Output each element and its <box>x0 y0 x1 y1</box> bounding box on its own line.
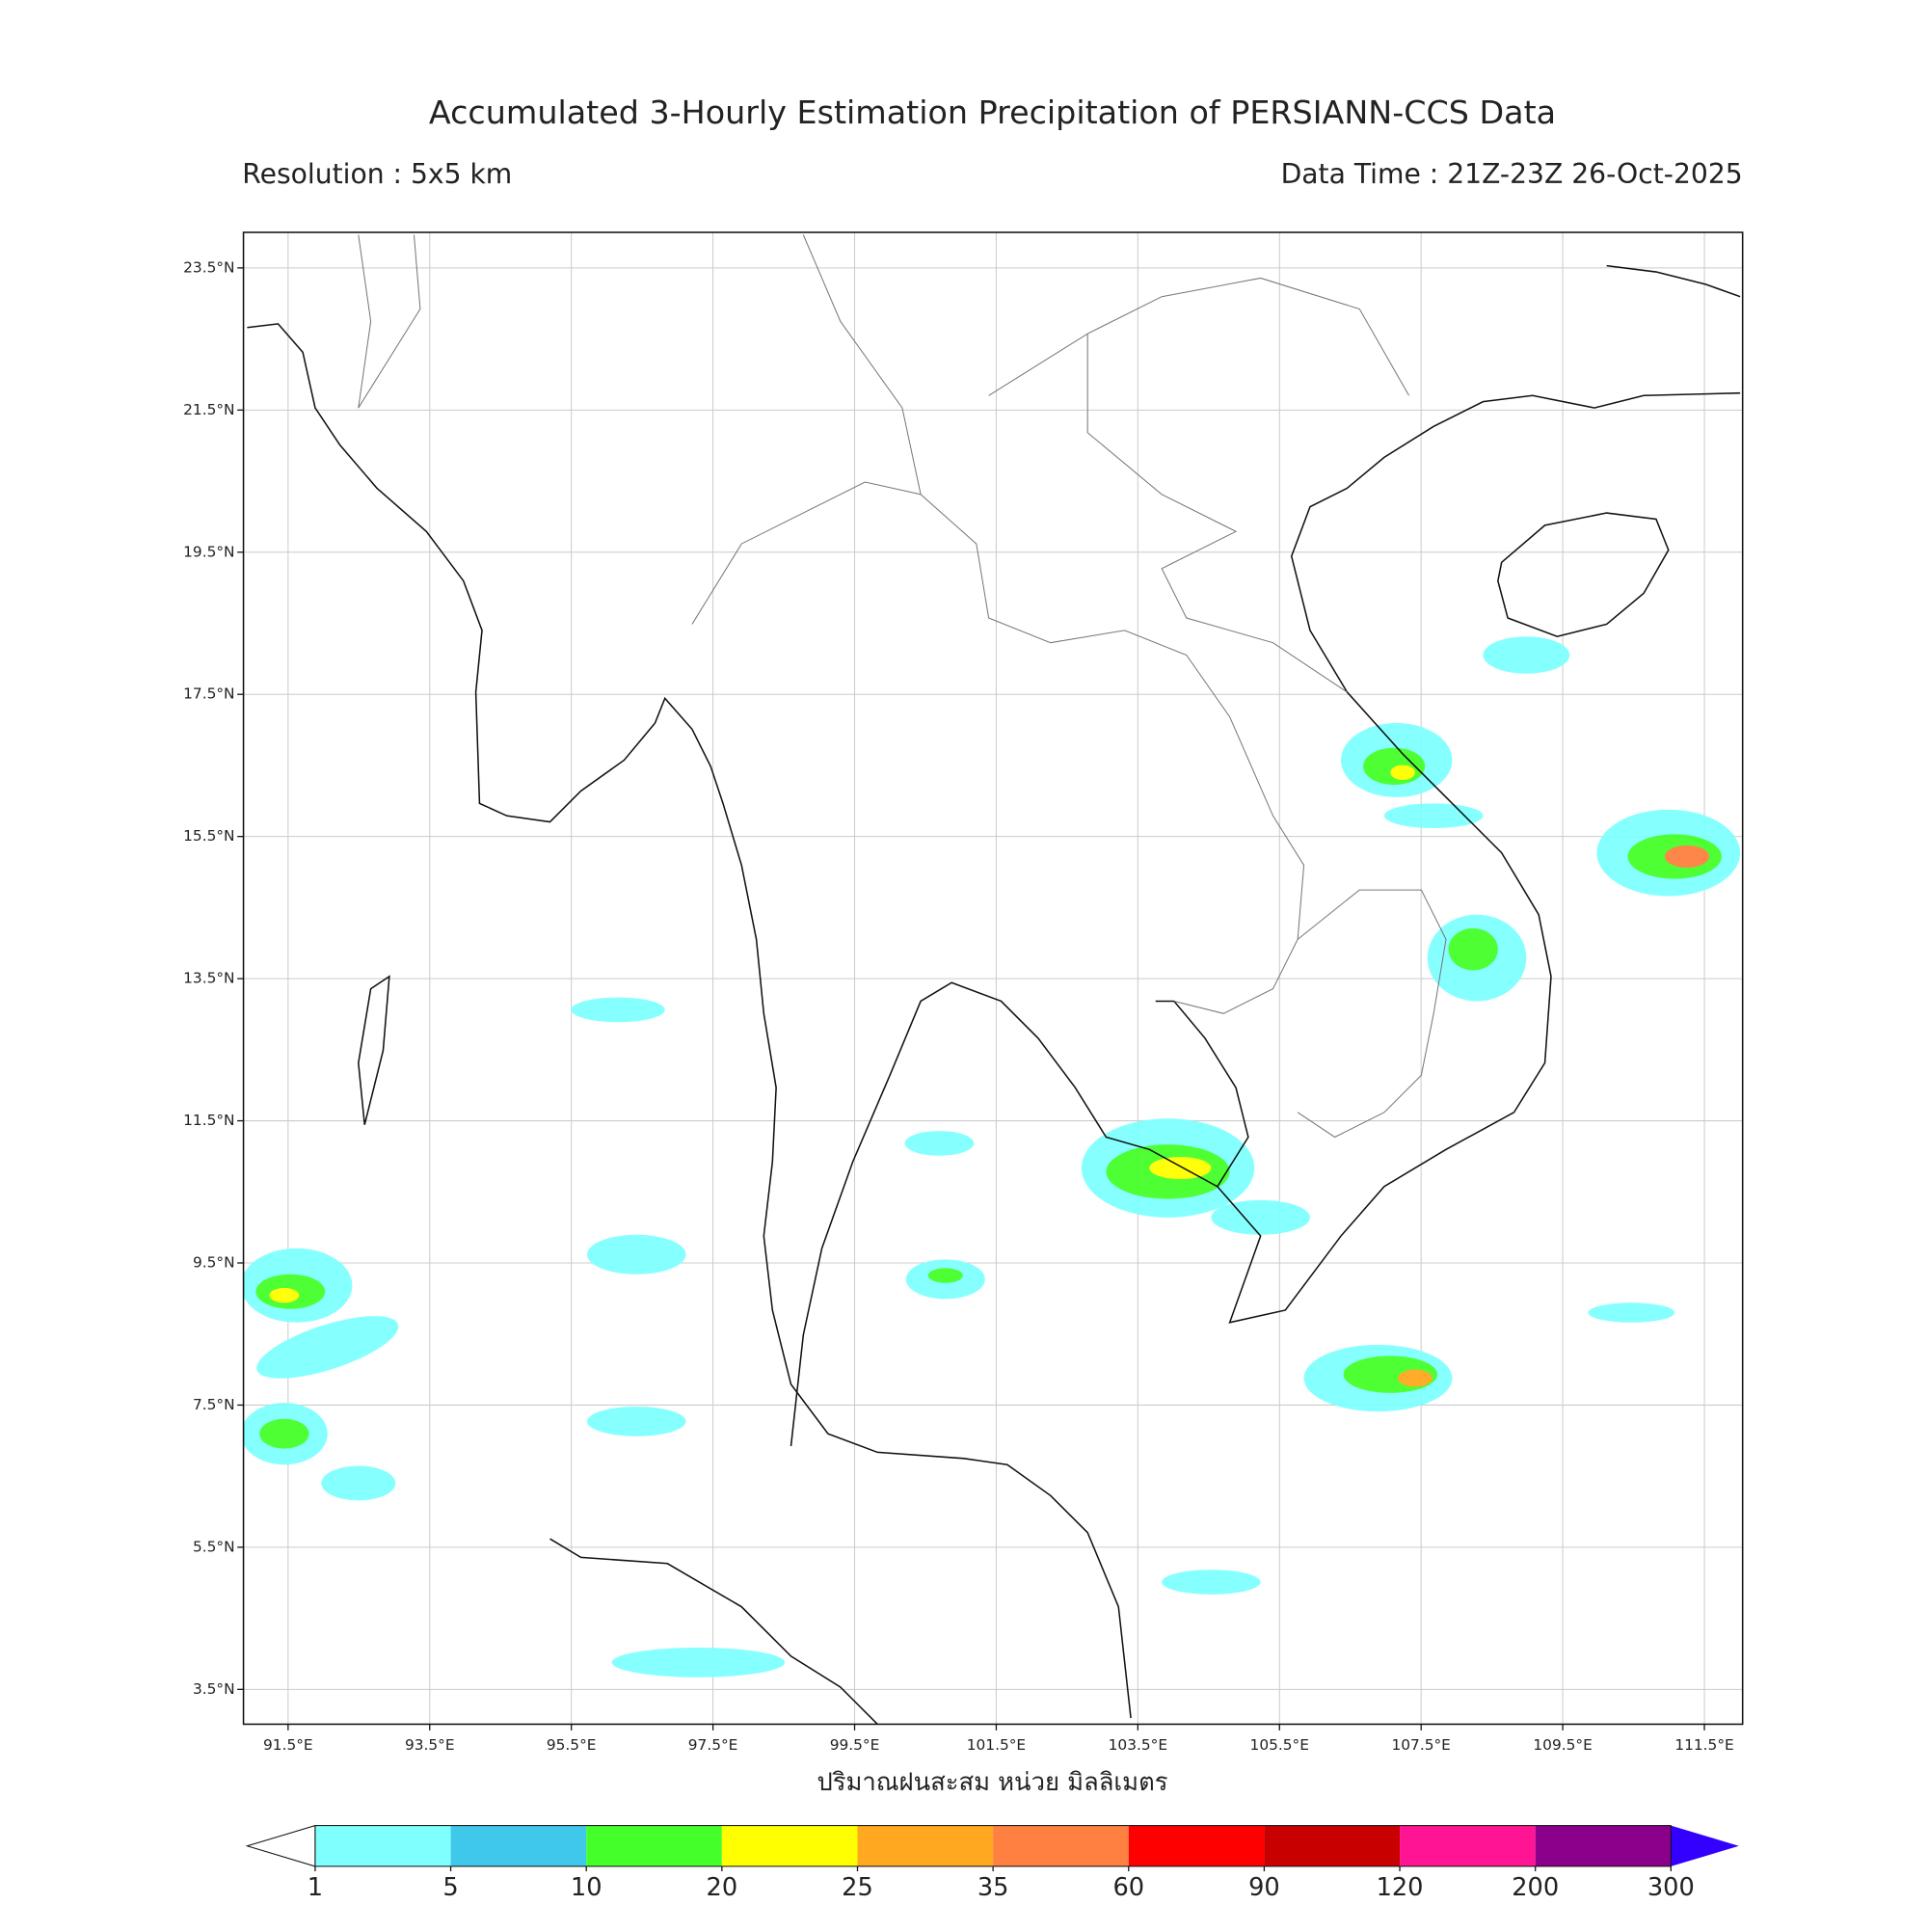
country-border <box>691 481 1305 1014</box>
coastline <box>358 975 390 1125</box>
colorbar-label: 10 <box>571 1873 602 1902</box>
colorbar-segment <box>450 1825 587 1866</box>
grid <box>243 232 1743 1725</box>
coastline <box>1497 512 1670 638</box>
y-tick-label: 11.5°N <box>183 1112 234 1129</box>
x-tick-label: 107.5°E <box>1391 1736 1450 1754</box>
y-tick-label: 5.5°N <box>193 1538 235 1555</box>
rain-area <box>571 997 665 1023</box>
colorbar-label: 5 <box>442 1873 458 1902</box>
y-tick-label: 15.5°N <box>183 827 234 845</box>
country-border <box>358 234 421 409</box>
x-tick-label: 99.5°E <box>830 1736 880 1754</box>
rain-area <box>586 1406 686 1436</box>
rain-area <box>1588 1302 1675 1323</box>
colorbar: 1 5 10 20 25 35 60 90 120 200 300 <box>245 1824 1739 1902</box>
rain-area <box>1664 845 1710 868</box>
y-tick-label: 7.5°N <box>193 1396 235 1413</box>
colorbar-label: 90 <box>1248 1873 1280 1902</box>
country-border <box>1297 889 1447 1139</box>
y-tick-label: 23.5°N <box>183 258 234 276</box>
x-tick-label: 105.5°E <box>1250 1736 1309 1754</box>
colorbar-segment <box>1128 1825 1265 1866</box>
y-tick-label: 13.5°N <box>183 970 234 987</box>
rain-area <box>1211 1199 1310 1235</box>
rain-area <box>259 1418 309 1449</box>
y-tick-label: 21.5°N <box>183 401 234 418</box>
rain-area <box>904 1131 975 1156</box>
y-tick-label: 9.5°N <box>193 1254 235 1272</box>
colorbar-segment <box>993 1825 1129 1866</box>
ticks: 91.5°E 93.5°E 95.5°E 97.5°E 99.5°E 101.5°E 103… <box>183 258 1734 1753</box>
rain-area <box>1483 636 1570 674</box>
country-border <box>802 234 1409 693</box>
y-tick-label: 17.5°N <box>183 685 234 703</box>
resolution: Resolution : 5x5 km <box>242 158 512 190</box>
rain-area <box>321 1465 396 1501</box>
colorbar-segment <box>857 1825 994 1866</box>
x-tick-label: 109.5°E <box>1533 1736 1592 1754</box>
colorbar-segment <box>586 1825 722 1866</box>
rain-area <box>269 1287 300 1303</box>
colorbar-under <box>245 1824 316 1867</box>
colorbar-label: 35 <box>977 1873 1009 1902</box>
y-tick-label: 3.5°N <box>193 1680 235 1698</box>
colorbar-label: 25 <box>842 1873 873 1902</box>
rain-area <box>927 1268 963 1283</box>
x-tick-label: 103.5°E <box>1109 1736 1167 1754</box>
x-tick-label: 111.5°E <box>1674 1736 1733 1754</box>
coastline <box>1217 391 1741 1324</box>
colorbar-label: 1 <box>308 1873 323 1902</box>
borders <box>358 234 1447 1139</box>
rain-area <box>1390 765 1415 780</box>
rain-area <box>1149 1157 1212 1180</box>
y-tick-label: 19.5°N <box>183 543 234 560</box>
colorbar-segment <box>1535 1825 1672 1866</box>
rain-area <box>611 1647 786 1677</box>
coastline <box>790 981 1249 1447</box>
colorbar-over <box>1671 1825 1739 1866</box>
x-tick-label: 97.5°E <box>688 1736 738 1754</box>
rain-area <box>256 1316 399 1379</box>
rain-area <box>1383 803 1484 828</box>
colorbar-label: 20 <box>707 1873 738 1902</box>
map-area <box>243 232 1743 1725</box>
precipitation <box>243 636 1741 1677</box>
colorbar-label: 120 <box>1377 1873 1424 1902</box>
colorbar-segment <box>1400 1825 1536 1866</box>
data-time: Data Time : 21Z-23Z 26-Oct-2025 <box>1281 158 1743 190</box>
x-axis-label: ปริมาณฝนสะสม หน่วย มิลลิเมตร <box>817 1768 1167 1797</box>
coastline <box>1606 264 1741 298</box>
colorbar-label: 200 <box>1512 1873 1559 1902</box>
colorbar-label: 60 <box>1112 1873 1144 1902</box>
map-title: Accumulated 3-Hourly Estimation Precipit… <box>429 94 1556 131</box>
rain-area <box>1448 927 1498 971</box>
rain-area <box>1162 1570 1261 1595</box>
x-tick-label: 91.5°E <box>263 1736 313 1754</box>
colorbar-segment <box>1264 1825 1401 1866</box>
coastline <box>247 323 1132 1719</box>
rain-area <box>1398 1369 1433 1387</box>
coastlines <box>247 264 1741 1725</box>
colorbar-segment <box>721 1825 858 1866</box>
rain-area <box>586 1234 686 1275</box>
colorbar-segment <box>314 1825 451 1866</box>
x-tick-label: 95.5°E <box>547 1736 597 1754</box>
x-tick-label: 101.5°E <box>967 1736 1026 1754</box>
coastline <box>549 1538 878 1725</box>
x-tick-label: 93.5°E <box>405 1736 455 1754</box>
colorbar-label: 300 <box>1647 1873 1695 1902</box>
